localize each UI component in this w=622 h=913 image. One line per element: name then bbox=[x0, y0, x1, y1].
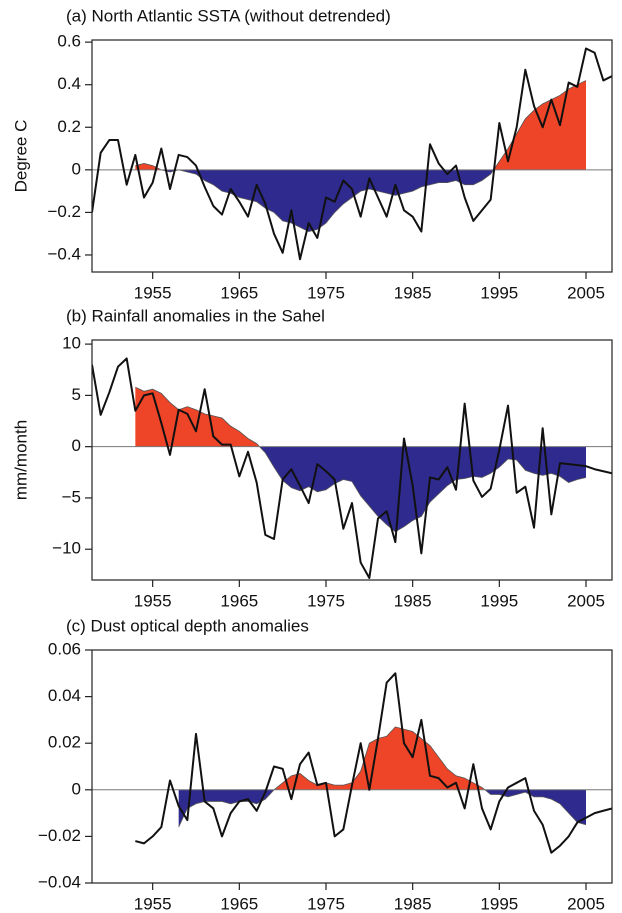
plot-frame bbox=[91, 339, 613, 581]
y-tick-label: 0.2 bbox=[57, 117, 81, 136]
y-tick-label: −0.2 bbox=[47, 202, 81, 221]
x-tick-label: 1985 bbox=[394, 894, 432, 913]
negative-area bbox=[135, 169, 586, 232]
x-tick-label: 1965 bbox=[220, 591, 258, 610]
x-tick-label: 1995 bbox=[480, 283, 518, 302]
x-tick-label: 1995 bbox=[480, 591, 518, 610]
y-tick-label: −0.04 bbox=[38, 872, 81, 891]
panel: (a) North Atlantic SSTA (without detrend… bbox=[11, 6, 613, 302]
annual-line bbox=[92, 47, 612, 261]
positive-area bbox=[135, 387, 260, 447]
negative-area bbox=[135, 446, 586, 532]
y-axis-label: Degree C bbox=[11, 120, 30, 193]
panel: (b) Rainfall anomalies in the Sahel mm/mo… bbox=[11, 306, 613, 610]
x-tick-label: 1975 bbox=[307, 283, 345, 302]
panel-title: (c) Dust optical depth anomalies bbox=[66, 616, 309, 635]
x-tick-label: 1955 bbox=[134, 283, 172, 302]
y-tick-label: 0 bbox=[72, 436, 81, 455]
y-tick-label: −5 bbox=[62, 487, 81, 506]
y-tick-label: 0 bbox=[72, 779, 81, 798]
y-tick-label: 10 bbox=[62, 334, 81, 353]
panel-title: (b) Rainfall anomalies in the Sahel bbox=[66, 306, 325, 325]
x-tick-label: 1955 bbox=[134, 894, 172, 913]
x-tick-label: 1965 bbox=[220, 894, 258, 913]
y-tick-label: −10 bbox=[52, 539, 81, 558]
negative-area bbox=[178, 789, 586, 828]
x-tick-label: 2005 bbox=[567, 591, 605, 610]
smoothed-outline bbox=[135, 80, 587, 232]
annual-line bbox=[135, 672, 612, 854]
plot-frame bbox=[91, 39, 613, 273]
y-tick-label: −0.4 bbox=[47, 244, 81, 263]
x-tick-label: 1955 bbox=[134, 591, 172, 610]
panel-title: (a) North Atlantic SSTA (without detrend… bbox=[66, 6, 391, 25]
positive-area bbox=[135, 80, 586, 170]
y-tick-label: 0 bbox=[72, 159, 81, 178]
x-tick-label: 1985 bbox=[394, 283, 432, 302]
annual-line bbox=[92, 357, 612, 579]
x-tick-label: 1975 bbox=[307, 894, 345, 913]
y-tick-label: 0.04 bbox=[48, 686, 81, 705]
y-tick-label: 5 bbox=[72, 385, 81, 404]
x-tick-label: 2005 bbox=[567, 283, 605, 302]
x-tick-label: 1985 bbox=[394, 591, 432, 610]
x-tick-label: 2005 bbox=[567, 894, 605, 913]
y-tick-label: 0.02 bbox=[48, 733, 81, 752]
smoothed-outline bbox=[178, 726, 587, 828]
x-tick-label: 1965 bbox=[220, 283, 258, 302]
x-tick-label: 1995 bbox=[480, 894, 518, 913]
x-tick-label: 1975 bbox=[307, 591, 345, 610]
panel: (c) Dust optical depth anomalies −0.04 −0.… bbox=[38, 616, 613, 913]
y-tick-label: 0.06 bbox=[48, 639, 81, 658]
positive-area bbox=[178, 726, 586, 790]
y-tick-label: −0.02 bbox=[38, 826, 81, 845]
y-tick-label: 0.4 bbox=[57, 74, 81, 93]
y-tick-label: 0.6 bbox=[57, 32, 81, 51]
plot-frame bbox=[91, 649, 613, 884]
y-axis-label: mm/month bbox=[11, 420, 30, 500]
